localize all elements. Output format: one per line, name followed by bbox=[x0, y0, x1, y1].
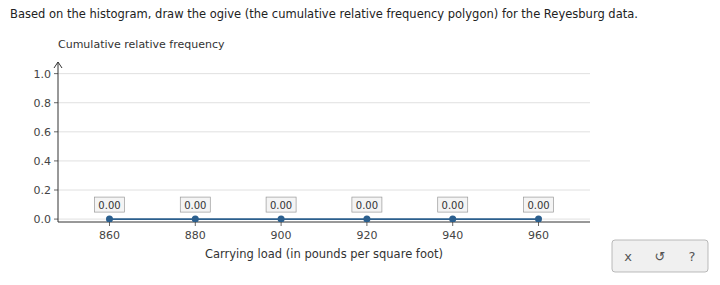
y-tick bbox=[54, 73, 58, 74]
x-axis-line bbox=[58, 222, 590, 223]
y-tick bbox=[54, 219, 58, 220]
point bbox=[363, 216, 370, 222]
annotation: x bbox=[624, 249, 632, 264]
y-axis-line bbox=[58, 62, 59, 222]
grid-line bbox=[58, 131, 590, 132]
point bbox=[106, 216, 113, 222]
data-label-box bbox=[180, 197, 210, 212]
grid-line bbox=[58, 219, 590, 220]
x-tick bbox=[452, 222, 453, 226]
data-label: 0.00 bbox=[184, 200, 206, 211]
y-tick-label: 0.4 bbox=[34, 155, 52, 168]
grid-line bbox=[58, 190, 590, 191]
x-tick bbox=[538, 222, 539, 226]
y-tick-label: 0.8 bbox=[34, 97, 52, 110]
annotation: ↺ bbox=[655, 249, 666, 264]
data-label-box bbox=[352, 197, 382, 212]
x-tick-label: 880 bbox=[185, 229, 206, 242]
y-tick bbox=[54, 131, 58, 132]
y-tick-label: 1.0 bbox=[34, 68, 52, 81]
x-tick bbox=[366, 222, 367, 226]
button-panel-box bbox=[612, 240, 708, 272]
y-tick bbox=[54, 102, 58, 103]
y-axis-label: Cumulative relative frequency bbox=[58, 38, 225, 51]
data-label-box bbox=[266, 197, 296, 212]
point bbox=[192, 216, 199, 222]
chart-svg: Based on the histogram, draw the ogive (… bbox=[0, 0, 720, 285]
y-tick bbox=[54, 190, 58, 191]
grid-line bbox=[58, 160, 590, 161]
plot-area bbox=[106, 216, 542, 222]
annotation: ? bbox=[689, 249, 696, 264]
chart-container: Based on the histogram, draw the ogive (… bbox=[0, 0, 720, 285]
data-label: 0.00 bbox=[98, 200, 120, 211]
title: Based on the histogram, draw the ogive (… bbox=[10, 7, 638, 21]
y-tick-label: 0.0 bbox=[34, 213, 52, 226]
data-label-box bbox=[94, 197, 124, 212]
x-tick-label: 960 bbox=[528, 229, 549, 242]
y-tick-label: 0.2 bbox=[34, 184, 52, 197]
x-tick-label: 900 bbox=[271, 229, 292, 242]
data-labels: 0.00 0.00 0.00 0.00 0.00 0.00 bbox=[94, 197, 553, 212]
data-label: 0.00 bbox=[527, 200, 549, 211]
grid bbox=[58, 74, 590, 219]
x-tick-label: 920 bbox=[356, 229, 377, 242]
button-panel: x ↺? bbox=[612, 240, 708, 272]
data-label-box bbox=[438, 197, 468, 212]
y-axis-arrow bbox=[54, 62, 62, 68]
x-axis-label: Carrying load (in pounds per square foot… bbox=[205, 247, 443, 261]
x-tick bbox=[281, 222, 282, 226]
x-tick-label: 940 bbox=[442, 229, 463, 242]
data-label: 0.00 bbox=[442, 200, 464, 211]
x-tick bbox=[195, 222, 196, 226]
y-tick bbox=[54, 160, 58, 161]
point bbox=[278, 216, 285, 222]
data-label: 0.00 bbox=[270, 200, 292, 211]
grid-line bbox=[58, 73, 590, 74]
point bbox=[535, 216, 542, 222]
page: {"chart_data": {"type": "line", "title":… bbox=[0, 0, 720, 285]
x-tick-label: 860 bbox=[99, 229, 120, 242]
x-tick bbox=[109, 222, 110, 226]
line bbox=[109, 218, 538, 220]
y-tick-label: 0.6 bbox=[34, 126, 52, 139]
data-label: 0.00 bbox=[356, 200, 378, 211]
data-label-box bbox=[524, 197, 554, 212]
grid-line bbox=[58, 102, 590, 103]
point bbox=[449, 216, 456, 222]
